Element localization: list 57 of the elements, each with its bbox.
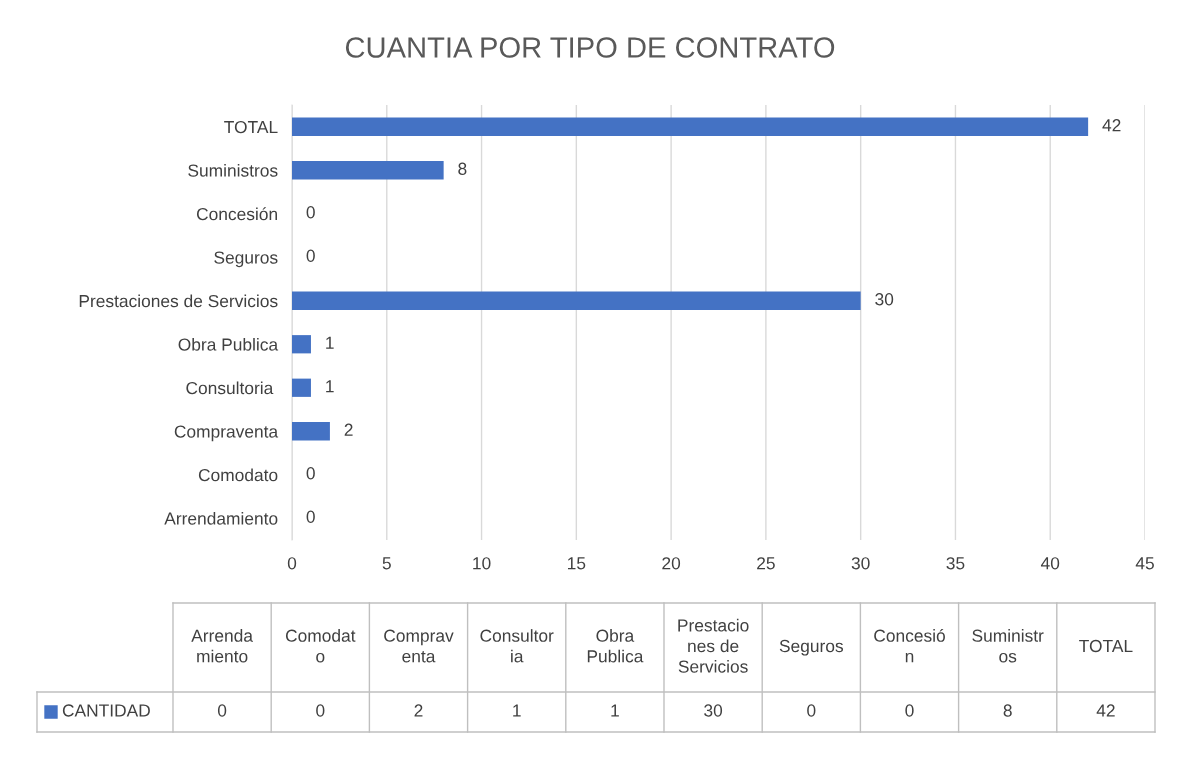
data-label: 0: [217, 704, 227, 717]
data-label: 0: [807, 704, 816, 717]
category-label: Suministros: [972, 629, 1044, 663]
bar: [292, 335, 311, 354]
y-tick-label: Obra Publica: [178, 337, 279, 351]
y-tick-label: Seguros: [214, 251, 278, 268]
data-label: 0: [306, 467, 315, 480]
x-tick-label: 35: [946, 557, 965, 570]
data-label: 30: [704, 704, 723, 717]
category-label: Obra Publica: [587, 629, 644, 663]
bar: [292, 161, 444, 180]
x-tick-label: 30: [851, 557, 870, 570]
y-tick-label: Concesión: [196, 207, 277, 221]
category-label: Consultoria: [480, 629, 554, 663]
bar: [292, 378, 311, 397]
y-tick-label: Arrendamiento: [164, 511, 278, 525]
x-tick-label: 15: [568, 557, 586, 570]
bar: [292, 422, 330, 441]
x-tick-label: 40: [1040, 557, 1060, 570]
category-label: Concesión: [874, 628, 945, 663]
data-label: 1: [326, 380, 334, 393]
x-tick-label: 45: [1135, 557, 1154, 570]
data-label: 0: [306, 206, 315, 219]
x-tick-label: 5: [382, 557, 391, 570]
data-label: 2: [414, 704, 423, 717]
data-label: 0: [316, 704, 325, 717]
category-label: Compraventa: [384, 629, 454, 663]
data-label: 8: [1003, 704, 1012, 717]
category-label: Prestaciones de Servicios: [678, 618, 749, 673]
x-tick-label: 0: [287, 557, 297, 570]
data-label: 42: [1096, 704, 1115, 717]
y-tick-label: TOTAL: [224, 120, 278, 134]
chart-title: CUANTIA POR TIPO DE CONTRATO: [345, 37, 835, 58]
category-label: Comodato: [285, 629, 356, 663]
data-label: 30: [875, 293, 894, 306]
data-label: 1: [326, 336, 334, 349]
legend-label: CANTIDAD: [62, 704, 150, 717]
data-label: 1: [513, 704, 521, 717]
x-tick-label: 25: [757, 557, 775, 570]
data-label: 8: [458, 162, 467, 175]
y-tick-label: Consultoria: [186, 381, 274, 395]
data-label: 0: [905, 704, 914, 717]
y-tick-label: Compraventa: [174, 425, 279, 442]
category-label: Seguros: [779, 639, 844, 656]
bar: [292, 117, 1089, 136]
data-label: 0: [306, 510, 315, 523]
data-label: 1: [611, 704, 619, 717]
y-tick-label: Prestaciones de Servicios: [79, 294, 278, 308]
data-label: 42: [1102, 119, 1121, 132]
x-tick-label: 20: [662, 557, 681, 570]
data-label: 2: [344, 423, 353, 436]
x-tick-label: 10: [473, 557, 491, 570]
y-tick-label: Suministros: [188, 163, 278, 177]
y-tick-label: Comodato: [198, 468, 278, 482]
bar: [292, 291, 861, 310]
data-label: 0: [306, 249, 315, 262]
category-label: TOTAL: [1079, 639, 1133, 653]
